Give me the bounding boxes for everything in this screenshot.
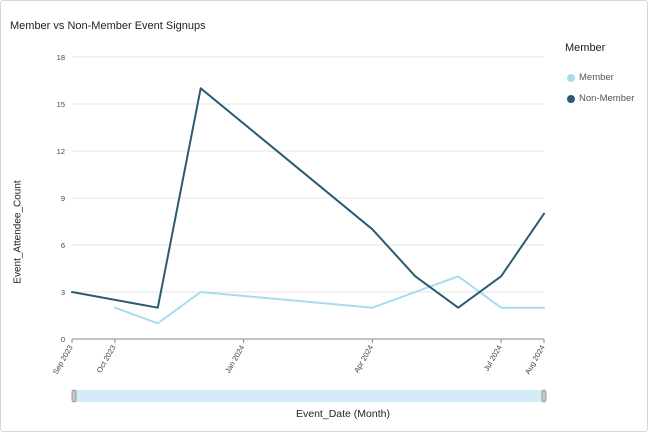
y-tick-label: 9 bbox=[61, 194, 65, 203]
y-tick-label: 6 bbox=[61, 241, 65, 250]
x-tick-label: Jul 2024 bbox=[482, 344, 504, 373]
x-tick-label: Jan 2024 bbox=[223, 344, 246, 375]
legend-title: Member bbox=[565, 42, 606, 54]
legend-label-member: Member bbox=[579, 72, 614, 83]
x-tick-label: Oct 2023 bbox=[95, 344, 118, 375]
series-line-non-member[interactable] bbox=[71, 87, 545, 309]
chart-title: Member vs Non-Member Event Signups bbox=[10, 20, 206, 32]
y-axis-ticks: 0 3 6 9 12 15 18 bbox=[57, 53, 65, 344]
range-slider-handle-left[interactable] bbox=[71, 389, 77, 403]
legend-swatch-non-member bbox=[567, 94, 575, 103]
series-lines bbox=[71, 87, 545, 325]
y-tick-label: 15 bbox=[57, 100, 65, 109]
legend-swatch-member bbox=[567, 73, 575, 82]
range-slider-track[interactable] bbox=[74, 390, 544, 402]
range-slider[interactable] bbox=[71, 389, 547, 403]
series-line-member[interactable] bbox=[113, 275, 545, 325]
y-tick-label: 3 bbox=[61, 288, 65, 297]
x-tick-label: Apr 2024 bbox=[352, 344, 375, 375]
x-tick-label: Sep 2023 bbox=[51, 344, 75, 376]
legend-item-non-member[interactable]: Non-Member bbox=[567, 93, 634, 104]
x-tick-label: Aug 2024 bbox=[523, 344, 547, 376]
legend-item-member[interactable]: Member bbox=[567, 72, 614, 83]
range-slider-handle-right[interactable] bbox=[541, 389, 547, 403]
y-tick-label: 18 bbox=[57, 53, 65, 62]
legend-label-non-member: Non-Member bbox=[579, 93, 635, 104]
y-tick-label: 12 bbox=[57, 147, 65, 156]
x-axis-ticks: Sep 2023 Oct 2023 Jan 2024 Apr 2024 Jul 2024… bbox=[51, 339, 547, 376]
grid-lines bbox=[72, 56, 544, 293]
x-axis-label: Event_Date (Month) bbox=[296, 408, 390, 420]
y-tick-label: 0 bbox=[61, 335, 65, 344]
